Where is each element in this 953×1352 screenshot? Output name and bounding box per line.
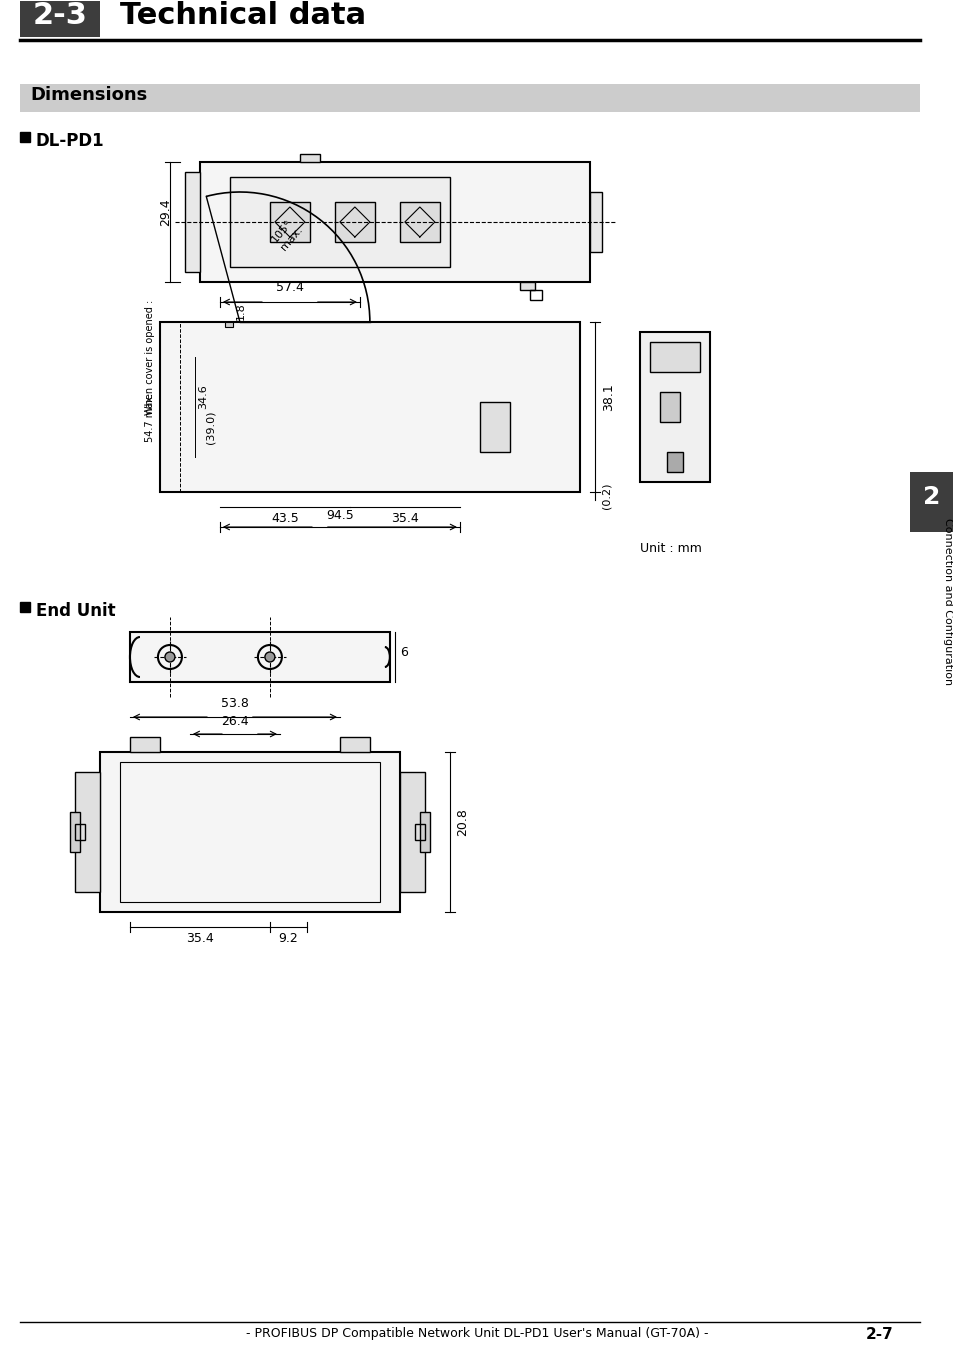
Text: (0.2): (0.2) [601, 483, 611, 510]
Bar [20, 132, 30, 142]
Bar [70, 813, 80, 852]
Text: Unit : mm: Unit : mm [639, 542, 700, 556]
Bar [649, 342, 699, 372]
Bar [399, 772, 424, 892]
Text: 34.6: 34.6 [197, 384, 208, 410]
Text: 53.8: 53.8 [221, 698, 249, 710]
Bar [589, 192, 601, 251]
Bar [0, 0, 953, 41]
Text: 94.5: 94.5 [326, 508, 354, 522]
Bar [230, 177, 450, 266]
Bar [130, 737, 160, 752]
Text: 29.4: 29.4 [159, 199, 172, 226]
Text: 6: 6 [399, 646, 407, 660]
Circle shape [165, 652, 174, 662]
Text: 35.4: 35.4 [186, 932, 213, 945]
Text: 57.4: 57.4 [275, 281, 303, 293]
Bar [225, 322, 233, 327]
Text: When cover is opened :: When cover is opened : [145, 299, 154, 415]
Bar [75, 823, 85, 840]
Bar [339, 737, 370, 752]
Bar [419, 813, 430, 852]
Bar [270, 201, 310, 242]
Bar [659, 392, 679, 422]
Bar [160, 322, 579, 492]
Bar [335, 201, 375, 242]
Bar [20, 1, 100, 37]
Bar [120, 763, 379, 902]
Text: 105°
max.: 105° max. [270, 216, 304, 251]
Text: 43.5: 43.5 [271, 512, 298, 525]
Bar [20, 602, 30, 612]
Bar [479, 402, 509, 452]
Bar [20, 84, 919, 112]
Bar [100, 752, 399, 913]
Text: 54.7 max.: 54.7 max. [145, 392, 154, 442]
Text: 2-7: 2-7 [865, 1328, 893, 1343]
Bar [130, 631, 390, 681]
Text: End Unit: End Unit [36, 602, 115, 621]
Circle shape [265, 652, 274, 662]
Text: 38.1: 38.1 [601, 383, 614, 411]
Bar [299, 154, 319, 162]
Text: 1.8: 1.8 [235, 303, 246, 320]
Text: Technical data: Technical data [120, 1, 366, 30]
Bar [75, 772, 100, 892]
Text: Connection and Configuration: Connection and Configuration [942, 518, 952, 685]
Text: - PROFIBUS DP Compatible Network Unit DL-PD1 User's Manual (GT-70A) -: - PROFIBUS DP Compatible Network Unit DL… [245, 1328, 707, 1340]
Text: 35.4: 35.4 [391, 512, 418, 525]
Bar [415, 823, 424, 840]
Text: (39.0): (39.0) [206, 410, 215, 443]
Text: 20.8: 20.8 [456, 808, 468, 836]
Bar [529, 289, 541, 300]
Bar [666, 452, 682, 472]
Bar [519, 283, 535, 289]
Bar [639, 333, 709, 483]
Text: 2-3: 2-3 [32, 1, 88, 30]
Bar [200, 162, 589, 283]
Text: Dimensions: Dimensions [30, 87, 147, 104]
Bar [909, 472, 953, 531]
Text: 2: 2 [922, 485, 940, 508]
Bar [185, 172, 200, 272]
Text: DL-PD1: DL-PD1 [36, 132, 105, 150]
Text: 9.2: 9.2 [277, 932, 297, 945]
Bar [399, 201, 439, 242]
Text: 26.4: 26.4 [221, 715, 249, 727]
